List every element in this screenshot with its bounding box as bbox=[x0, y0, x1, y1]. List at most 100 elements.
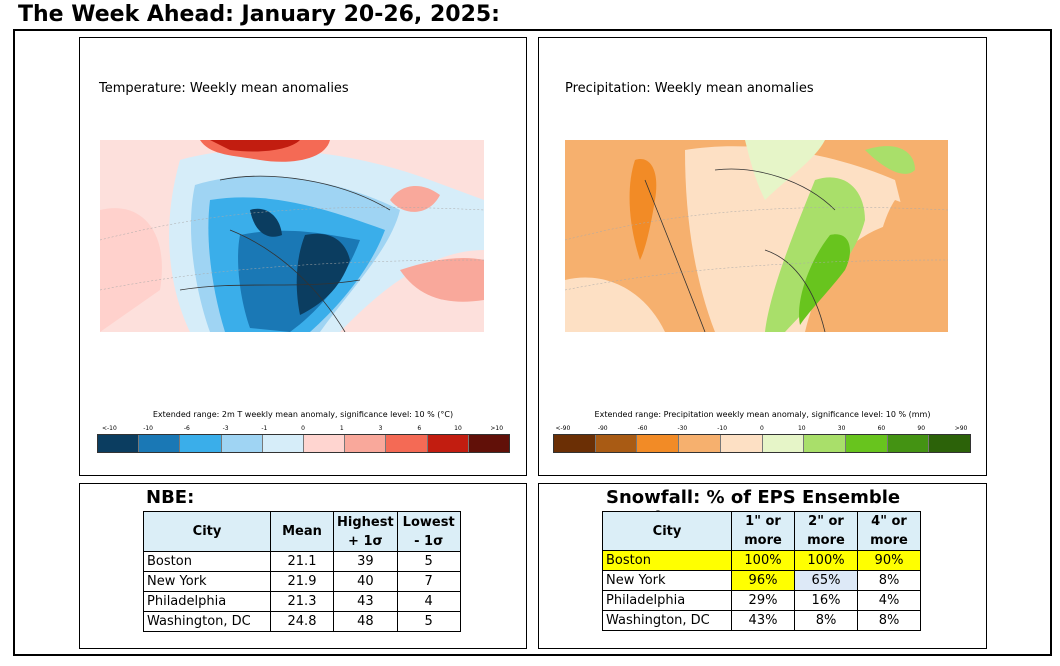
colorbar-swatch bbox=[221, 435, 263, 452]
colorbar-swatch bbox=[845, 435, 888, 452]
city-cell: Boston bbox=[143, 551, 271, 572]
colorbar-tick: 30 bbox=[837, 425, 846, 432]
precipitation-colorbar bbox=[553, 434, 971, 453]
one-inch-cell: 29% bbox=[731, 590, 795, 611]
column-header: 2" or more bbox=[794, 511, 858, 551]
precipitation-anomaly-map bbox=[565, 140, 948, 332]
temperature-colorbar bbox=[97, 434, 510, 453]
precipitation-colorbar-ticks: <-90 -90 -60 -30 -10 0 10 30 60 90 >90 bbox=[543, 425, 981, 432]
column-header: 1" or more bbox=[731, 511, 795, 551]
column-header: Mean bbox=[270, 511, 334, 552]
precipitation-colorbar-label: Extended range: Precipitation weekly mea… bbox=[594, 410, 931, 419]
colorbar-swatch bbox=[637, 435, 680, 452]
colorbar-swatch bbox=[762, 435, 805, 452]
colorbar-tick: -3 bbox=[222, 425, 229, 432]
four-inch-cell: 8% bbox=[857, 570, 921, 591]
colorbar-tick: -10 bbox=[717, 425, 728, 432]
temperature-colorbar-label: Extended range: 2m T weekly mean anomaly… bbox=[152, 410, 454, 419]
content-frame bbox=[13, 29, 1052, 656]
four-inch-cell: 4% bbox=[857, 590, 921, 611]
city-cell: New York bbox=[143, 571, 271, 592]
city-cell: Washington, DC bbox=[143, 611, 271, 632]
colorbar-tick: <-10 bbox=[101, 425, 117, 432]
city-cell: New York bbox=[602, 570, 732, 591]
two-inch-cell: 8% bbox=[794, 610, 858, 631]
lowest-cell: 5 bbox=[396, 611, 461, 632]
colorbar-tick: -60 bbox=[637, 425, 648, 432]
colorbar-swatch bbox=[98, 435, 140, 452]
colorbar-tick: 60 bbox=[877, 425, 886, 432]
colorbar-swatch bbox=[345, 435, 387, 452]
colorbar-tick: 6 bbox=[417, 425, 422, 432]
lowest-cell: 7 bbox=[396, 571, 461, 592]
colorbar-tick: 90 bbox=[917, 425, 926, 432]
colorbar-swatch bbox=[720, 435, 763, 452]
colorbar-tick: >10 bbox=[490, 425, 504, 432]
colorbar-tick: 0 bbox=[301, 425, 305, 432]
city-cell: Philadelphia bbox=[143, 591, 271, 612]
nbe-panel: NBE: City Mean Highest + 1σ Lowest - 1σ … bbox=[79, 483, 527, 649]
temperature-colorbar-ticks: <-10 -10 -6 -3 -1 0 1 3 6 10 >10 bbox=[90, 425, 516, 432]
colorbar-tick: -6 bbox=[183, 425, 190, 432]
two-inch-cell: 100% bbox=[794, 550, 858, 571]
colorbar-swatch bbox=[139, 435, 181, 452]
precipitation-map-title: Precipitation: Weekly mean anomalies bbox=[565, 81, 814, 96]
colorbar-swatch bbox=[386, 435, 428, 452]
colorbar-swatch bbox=[804, 435, 846, 452]
colorbar-swatch bbox=[595, 435, 638, 452]
colorbar-swatch bbox=[304, 435, 346, 452]
two-inch-cell: 16% bbox=[794, 590, 858, 611]
temperature-map-title: Temperature: Weekly mean anomalies bbox=[99, 81, 349, 96]
one-inch-cell: 43% bbox=[731, 610, 795, 631]
table-row: New York 21.9 40 7 bbox=[143, 571, 461, 592]
precipitation-panel: Precipitation: Weekly mean anomalies Ext… bbox=[538, 37, 987, 476]
snowfall-panel: Snowfall: % of EPS Ensemble Members: Cit… bbox=[538, 483, 987, 649]
colorbar-tick: 10 bbox=[454, 425, 462, 432]
highest-cell: 39 bbox=[333, 551, 398, 572]
colorbar-swatch bbox=[427, 435, 469, 452]
city-cell: Philadelphia bbox=[602, 590, 732, 611]
highest-cell: 43 bbox=[333, 591, 398, 612]
colorbar-swatch bbox=[679, 435, 721, 452]
colorbar-tick: 10 bbox=[797, 425, 806, 432]
nbe-heading: NBE: bbox=[146, 487, 195, 508]
colorbar-tick: -90 bbox=[597, 425, 608, 432]
column-header: City bbox=[602, 511, 732, 551]
city-cell: Washington, DC bbox=[602, 610, 732, 631]
temperature-panel: Temperature: Weekly mean anomalies Exten… bbox=[79, 37, 527, 476]
city-cell: Boston bbox=[602, 550, 732, 571]
column-header: City bbox=[143, 511, 271, 552]
mean-cell: 21.3 bbox=[270, 591, 334, 612]
highest-cell: 40 bbox=[333, 571, 398, 592]
table-row: Boston 21.1 39 5 bbox=[143, 551, 461, 572]
table-row: Boston 100% 100% 90% bbox=[602, 550, 921, 571]
colorbar-tick: -10 bbox=[143, 425, 153, 432]
highest-cell: 48 bbox=[333, 611, 398, 632]
colorbar-tick: 3 bbox=[378, 425, 383, 432]
colorbar-swatch bbox=[180, 435, 222, 452]
colorbar-tick: 0 bbox=[760, 425, 764, 432]
temperature-anomaly-map bbox=[100, 140, 484, 332]
colorbar-tick: >90 bbox=[954, 425, 968, 432]
four-inch-cell: 90% bbox=[857, 550, 921, 571]
column-header: 4" or more bbox=[857, 511, 921, 551]
lowest-cell: 4 bbox=[396, 591, 461, 612]
four-inch-cell: 8% bbox=[857, 610, 921, 631]
colorbar-tick: -1 bbox=[261, 425, 268, 432]
one-inch-cell: 100% bbox=[731, 550, 795, 571]
lowest-cell: 5 bbox=[396, 551, 461, 572]
snowfall-table: City 1" or more 2" or more 4" or more Bo… bbox=[602, 511, 921, 631]
colorbar-tick: <-90 bbox=[555, 425, 571, 432]
page-title: The Week Ahead: January 20-26, 2025: bbox=[18, 2, 500, 27]
colorbar-swatch bbox=[468, 435, 510, 452]
column-header: Highest + 1σ bbox=[333, 511, 398, 552]
colorbar-swatch bbox=[887, 435, 930, 452]
table-row: Washington, DC 24.8 48 5 bbox=[143, 611, 461, 632]
mean-cell: 24.8 bbox=[270, 611, 334, 632]
table-row: Philadelphia 29% 16% 4% bbox=[602, 590, 921, 611]
colorbar-tick: -30 bbox=[677, 425, 688, 432]
mean-cell: 21.9 bbox=[270, 571, 334, 592]
table-row: Washington, DC 43% 8% 8% bbox=[602, 610, 921, 631]
table-row: Philadelphia 21.3 43 4 bbox=[143, 591, 461, 612]
one-inch-cell: 96% bbox=[731, 570, 795, 591]
